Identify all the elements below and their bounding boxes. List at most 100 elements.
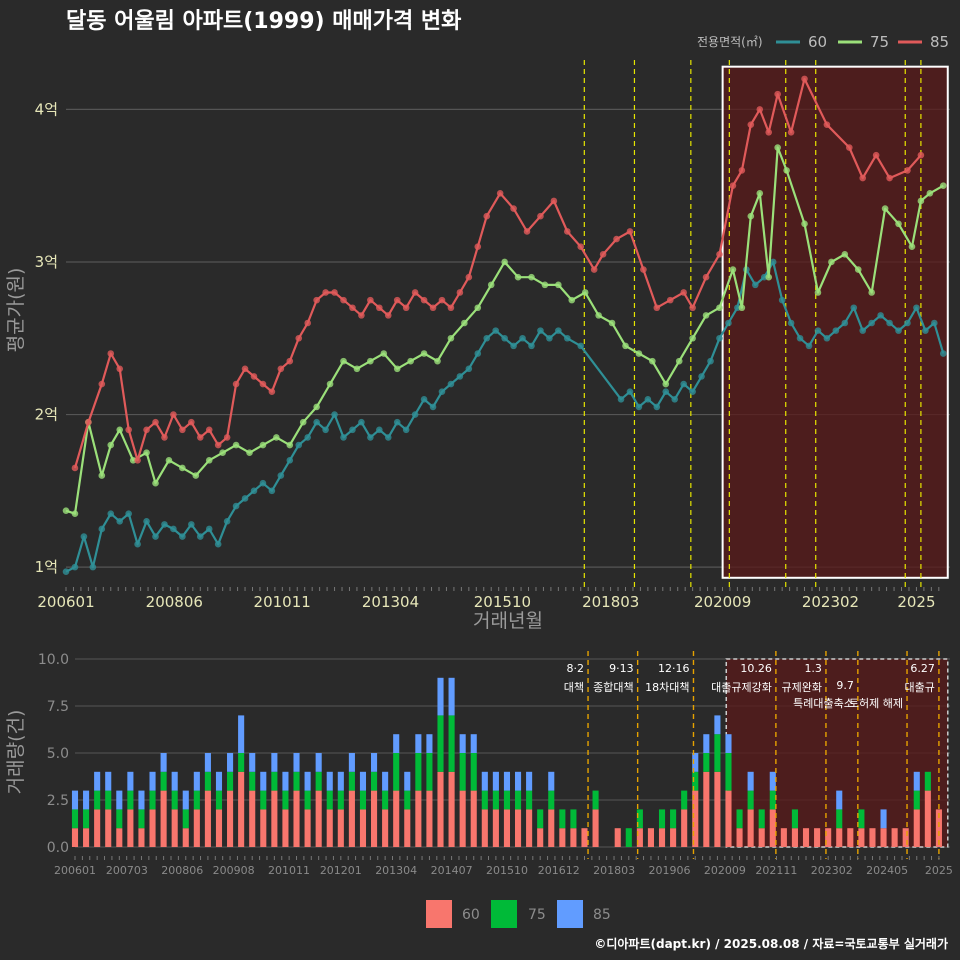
data-point-85 xyxy=(483,212,491,220)
data-point-60 xyxy=(662,388,670,395)
data-point-75 xyxy=(635,350,643,357)
volume-bar-60 xyxy=(836,828,843,847)
data-point-85 xyxy=(161,434,168,441)
data-point-60 xyxy=(832,327,840,334)
data-point-75 xyxy=(165,457,173,464)
volume-bar-60 xyxy=(548,809,555,847)
data-point-60 xyxy=(393,418,401,426)
volume-bar-85 xyxy=(481,771,488,791)
volume-bar-85 xyxy=(747,771,754,791)
x-tick-label: 201011 xyxy=(254,593,311,611)
data-point-60 xyxy=(143,518,150,525)
volume-x-tick-label: 201304 xyxy=(375,864,417,877)
data-point-75 xyxy=(380,350,388,357)
data-point-60 xyxy=(223,518,231,525)
volume-bar-60 xyxy=(404,809,411,847)
data-point-85 xyxy=(367,296,374,304)
volume-bar-75 xyxy=(526,790,533,810)
data-point-75 xyxy=(939,182,947,189)
data-point-75 xyxy=(107,441,115,449)
data-point-85 xyxy=(680,289,687,296)
volume-bar-75 xyxy=(481,790,488,810)
volume-x-tick-label: 201906 xyxy=(649,864,691,877)
volume-x-tick-label: 201510 xyxy=(486,864,528,877)
volume-bar-75 xyxy=(492,790,499,810)
data-point-85 xyxy=(259,380,267,388)
data-point-75 xyxy=(738,304,746,312)
data-point-60 xyxy=(125,510,132,518)
data-point-60 xyxy=(196,533,204,540)
data-point-75 xyxy=(232,441,240,449)
data-point-60 xyxy=(492,327,499,334)
data-point-60 xyxy=(564,334,571,342)
data-point-85 xyxy=(358,312,365,319)
volume-bar-60 xyxy=(869,828,876,847)
data-point-85 xyxy=(823,121,831,128)
volume-bar-60 xyxy=(359,809,367,847)
data-point-85 xyxy=(152,418,159,426)
volume-bar-60 xyxy=(670,828,677,847)
data-point-85 xyxy=(196,434,204,441)
data-point-60 xyxy=(250,487,258,495)
data-point-75 xyxy=(747,212,755,220)
data-point-60 xyxy=(698,373,705,380)
data-point-85 xyxy=(205,426,213,434)
data-point-60 xyxy=(89,563,97,571)
volume-bar-60 xyxy=(415,790,422,847)
data-point-75 xyxy=(895,220,902,228)
data-point-75 xyxy=(581,289,589,296)
data-point-60 xyxy=(671,395,679,403)
volume-bar-85 xyxy=(725,734,732,753)
volume-bar-85 xyxy=(260,771,267,791)
volume-y-tick-label: 5.0 xyxy=(47,746,69,762)
data-point-75 xyxy=(299,418,307,426)
data-point-60 xyxy=(232,502,240,510)
data-point-75 xyxy=(420,350,428,357)
volume-bar-75 xyxy=(348,771,355,791)
volume-y-tick-label: 10.0 xyxy=(38,652,69,668)
data-point-60 xyxy=(796,334,804,342)
volume-bar-75 xyxy=(625,828,632,847)
data-point-60 xyxy=(787,319,795,327)
volume-bar-85 xyxy=(116,790,123,810)
data-point-85 xyxy=(666,296,674,304)
data-point-85 xyxy=(886,174,893,182)
data-point-60 xyxy=(653,403,661,411)
data-point-60 xyxy=(331,411,338,418)
volume-bar-75 xyxy=(182,809,189,829)
data-point-75 xyxy=(716,304,723,312)
volume-bar-60 xyxy=(204,790,211,847)
volume-bar-60 xyxy=(382,809,389,847)
volume-bar-75 xyxy=(83,809,90,829)
data-point-60 xyxy=(134,540,141,548)
volume-y-tick-label: 7.5 xyxy=(47,699,69,715)
data-point-60 xyxy=(859,327,867,334)
volume-bar-85 xyxy=(404,771,411,791)
data-point-75 xyxy=(205,457,213,464)
data-point-60 xyxy=(931,319,938,327)
data-point-60 xyxy=(895,327,902,334)
volume-bar-75 xyxy=(769,790,776,810)
data-point-60 xyxy=(358,418,365,426)
data-point-85 xyxy=(738,167,746,174)
data-point-60 xyxy=(384,434,392,441)
volume-bar-60 xyxy=(725,790,732,847)
volume-bar-60 xyxy=(160,790,167,847)
data-point-60 xyxy=(259,479,267,487)
data-point-60 xyxy=(376,426,383,434)
data-point-75 xyxy=(868,289,875,296)
policy-date-label: 10.26 xyxy=(740,662,772,675)
policy-date-label: 9·13 xyxy=(609,662,634,675)
volume-bar-75 xyxy=(271,771,278,791)
volume-bar-75 xyxy=(758,809,765,829)
volume-bar-75 xyxy=(326,790,333,810)
data-point-60 xyxy=(456,373,464,380)
volume-bar-60 xyxy=(260,809,267,847)
bottom-legend-label-60: 60 xyxy=(462,907,480,923)
volume-bar-75 xyxy=(592,790,599,810)
series-line-75 xyxy=(65,146,944,515)
data-point-60 xyxy=(546,334,553,342)
legend-label-75: 75 xyxy=(870,33,889,51)
data-point-60 xyxy=(904,319,911,327)
volume-bar-60 xyxy=(393,790,400,847)
